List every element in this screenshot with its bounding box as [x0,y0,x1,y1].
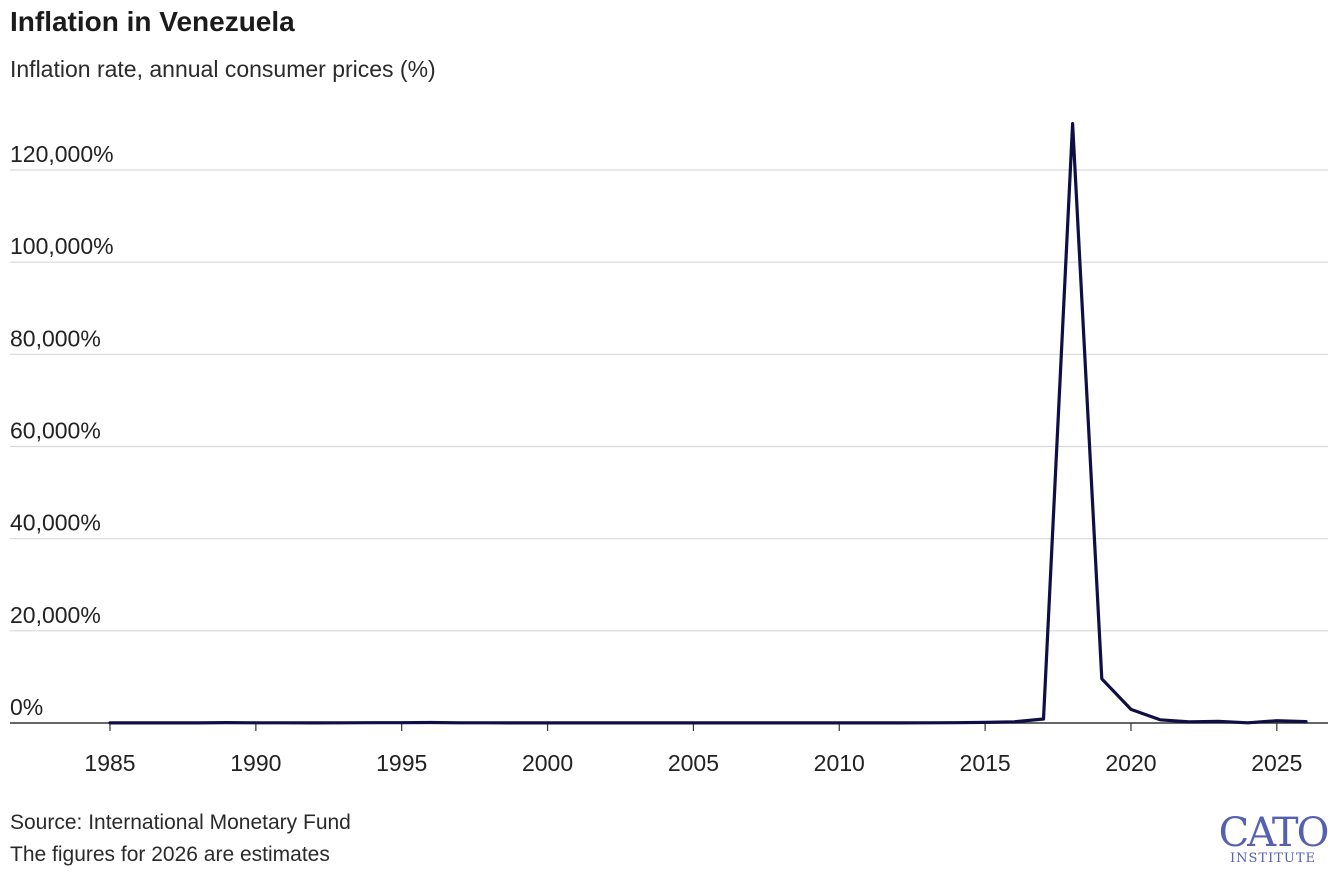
estimate-note: The figures for 2026 are estimates [10,843,330,866]
source-note: Source: International Monetary Fund [10,811,351,834]
logo-wordmark: CATO [1218,810,1330,856]
x-tick-label: 1995 [376,750,427,776]
series-line [108,121,1308,725]
x-tick-label: 2015 [960,750,1011,776]
y-axis-ticks: 0% 20,000% 40,000% 60,000% 80,000% 100,000% 12… [10,141,114,720]
y-tick-label: 40,000% [10,510,101,536]
x-tick-label: 1985 [84,750,135,776]
y-tick-label: 20,000% [10,602,101,628]
y-tick-label: 80,000% [10,325,101,351]
y-tick-label: 60,000% [10,418,101,444]
y-tick-label: 0% [10,694,43,720]
x-tick-label: 1990 [230,750,281,776]
x-tick-label: 2000 [522,750,573,776]
x-axis-ticks: 1985 1990 1995 2000 2005 2010 2015 2020 2025 [84,723,1302,776]
cato-institute-logo: CATO INSTITUTE [1218,810,1330,866]
y-tick-label: 120,000% [10,141,114,167]
x-tick-label: 2025 [1251,750,1302,776]
y-tick-label: 100,000% [10,233,114,259]
line-chart: 0% 20,000% 40,000% 60,000% 80,000% 100,000% 12… [10,121,1328,776]
gridlines [10,169,1328,724]
chart-title: Inflation in Venezuela [10,6,295,37]
chart-subtitle: Inflation rate, annual consumer prices (… [10,56,436,82]
series-layer [108,121,1308,725]
x-tick-label: 2020 [1105,750,1156,776]
x-tick-label: 2010 [814,750,865,776]
logo-subtitle: INSTITUTE [1229,851,1316,866]
x-tick-label: 2005 [668,750,719,776]
